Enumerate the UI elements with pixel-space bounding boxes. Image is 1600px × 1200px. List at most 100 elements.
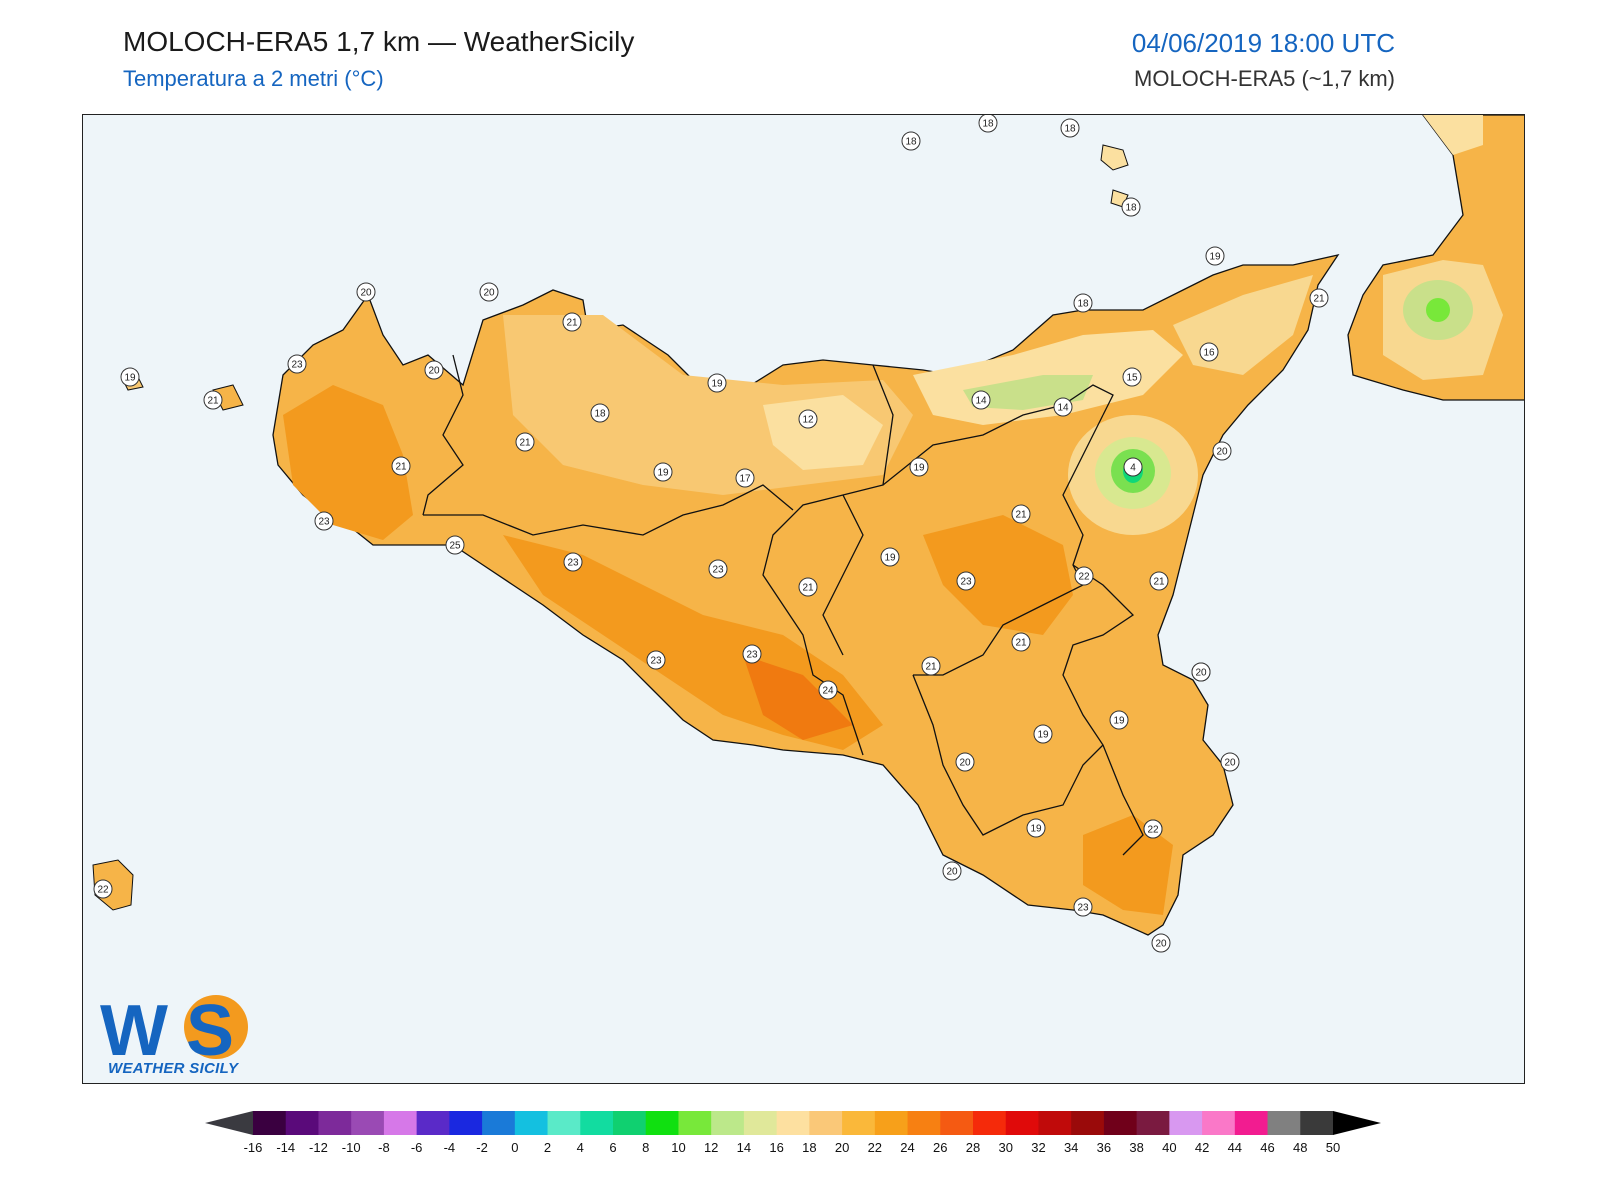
station-circle — [1074, 566, 1094, 586]
station-value: 14 — [1057, 403, 1069, 414]
station-marker: 20 — [955, 752, 975, 772]
station-circle — [515, 432, 535, 452]
station-marker: 19 — [880, 547, 900, 567]
colorbar-cell — [449, 1111, 483, 1135]
station-marker: 20 — [942, 861, 962, 881]
station-circle — [1121, 197, 1141, 217]
station-value: 19 — [124, 373, 136, 384]
station-value: 4 — [1130, 463, 1136, 474]
colorbar-tick-label: 22 — [867, 1140, 883, 1155]
station-marker: 22 — [1143, 819, 1163, 839]
station-value: 20 — [1155, 939, 1167, 950]
station-marker: 19 — [1205, 246, 1225, 266]
station-marker: 21 — [1011, 504, 1031, 524]
station-marker: 20 — [1191, 662, 1211, 682]
station-value: 18 — [1125, 203, 1137, 214]
colorbar-tick-label: -10 — [341, 1140, 361, 1155]
colorbar-cell — [1071, 1111, 1105, 1135]
colorbar-cell — [547, 1111, 581, 1135]
station-marker: 23 — [956, 571, 976, 591]
station-marker: 19 — [909, 457, 929, 477]
station-circle — [314, 511, 334, 531]
station-circle — [563, 552, 583, 572]
station-circle — [562, 312, 582, 332]
colorbar-tick-label: 36 — [1096, 1140, 1112, 1155]
station-circle — [798, 577, 818, 597]
temperature-map[interactable]: 18 18 18 18 19 21 20 20 21 19 21 23 20 19 18 16 15 14 14 12… — [82, 114, 1525, 1084]
station-marker: 21 — [1309, 288, 1329, 308]
station-circle — [1149, 571, 1169, 591]
station-value: 22 — [1147, 825, 1159, 836]
colorbar-cell — [973, 1111, 1007, 1135]
station-value: 12 — [802, 415, 814, 426]
station-circle — [956, 571, 976, 591]
station-marker: 19 — [1033, 724, 1053, 744]
hot-zone-core — [743, 655, 853, 740]
colorbar-cell — [1169, 1111, 1203, 1135]
colorbar-cell — [580, 1111, 614, 1135]
station-marker: 23 — [646, 650, 666, 670]
station-markers: 18 18 18 18 19 21 20 20 21 19 21 23 20 19 18 16 15 14 14 12… — [93, 115, 1329, 953]
calabria-green-core — [1426, 298, 1450, 322]
station-value: 20 — [946, 867, 958, 878]
station-circle — [1205, 246, 1225, 266]
colorbar-cell — [1267, 1111, 1301, 1135]
station-value: 21 — [1015, 510, 1027, 521]
map-subtitle: Temperatura a 2 metri (°C) — [123, 66, 384, 91]
hot-zone-southeast — [1083, 815, 1173, 915]
station-value: 19 — [711, 379, 723, 390]
colorbar-cell — [874, 1111, 909, 1135]
station-marker: 19 — [1026, 818, 1046, 838]
station-marker: 20 — [356, 282, 376, 302]
colorbar-tick-label: 26 — [933, 1140, 948, 1155]
station-marker: 21 — [515, 432, 535, 452]
station-circle — [203, 390, 223, 410]
colorbar-cell — [1234, 1111, 1269, 1135]
station-value: 20 — [428, 366, 440, 377]
station-marker: 20 — [479, 282, 499, 302]
station-marker: 18 — [1121, 197, 1141, 217]
station-value: 19 — [884, 553, 896, 564]
station-value: 20 — [483, 288, 495, 299]
station-marker: 18 — [1073, 293, 1093, 313]
station-value: 18 — [1064, 124, 1076, 135]
station-circle — [1220, 752, 1240, 772]
station-marker: 14 — [971, 390, 991, 410]
colorbar-min-arrow — [205, 1111, 253, 1135]
station-marker: 18 — [590, 403, 610, 423]
station-circle — [880, 547, 900, 567]
station-value: 20 — [1195, 668, 1207, 679]
colorbar-cell — [940, 1111, 974, 1135]
colorbar-cell — [318, 1111, 352, 1135]
station-value: 17 — [739, 474, 751, 485]
station-circle — [391, 456, 411, 476]
station-marker: 21 — [203, 390, 223, 410]
logo-sun-icon — [184, 995, 248, 1059]
station-circle — [287, 354, 307, 374]
logo-s: S — [186, 991, 234, 1071]
calabria-north-cool — [1423, 115, 1483, 155]
station-circle — [971, 390, 991, 410]
colorbar-cell — [253, 1111, 287, 1135]
colorbar-tick-label: 42 — [1194, 1140, 1210, 1155]
station-value: 23 — [650, 656, 662, 667]
station-marker: 23 — [742, 644, 762, 664]
station-marker: 20 — [1151, 933, 1171, 953]
colorbar-cell — [285, 1111, 319, 1135]
station-circle — [1199, 342, 1219, 362]
colorbar-cell — [416, 1111, 450, 1135]
station-value: 19 — [1030, 824, 1042, 835]
colorbar-tick-label: -14 — [276, 1140, 296, 1155]
station-value: 19 — [657, 468, 669, 479]
station-circle — [1011, 632, 1031, 652]
station-circle — [909, 457, 929, 477]
station-circle — [1212, 441, 1232, 461]
colorbar-cell — [1202, 1111, 1236, 1135]
station-value: 21 — [207, 396, 219, 407]
station-value: 18 — [905, 137, 917, 148]
station-value: 18 — [982, 119, 994, 130]
colorbar-tick-label: 2 — [543, 1140, 552, 1155]
station-circle — [1191, 662, 1211, 682]
station-value: 21 — [395, 462, 407, 473]
station-marker: 22 — [93, 879, 113, 899]
